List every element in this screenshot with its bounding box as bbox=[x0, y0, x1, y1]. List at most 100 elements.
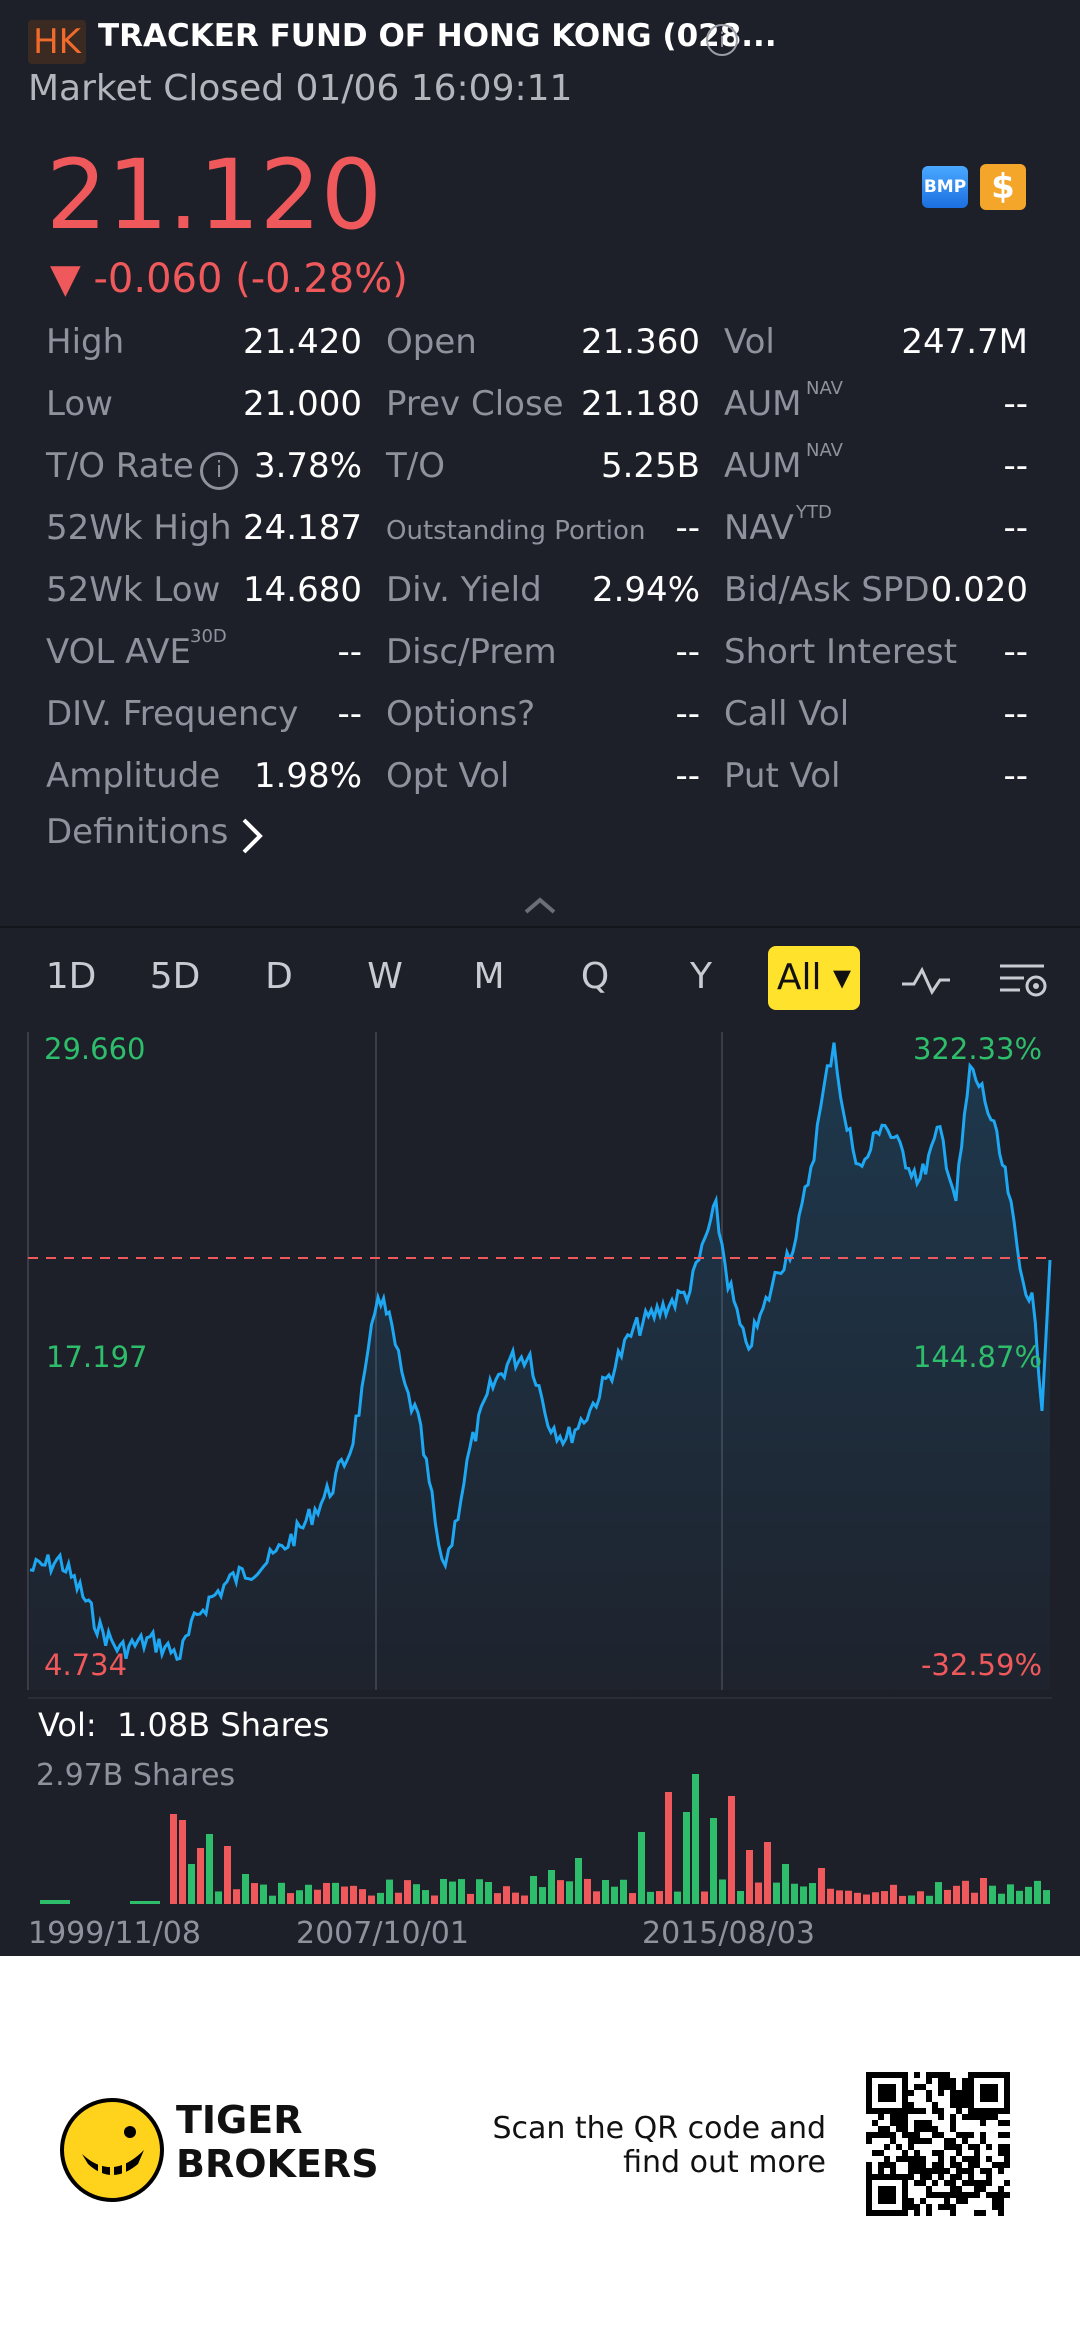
chevron-up-icon[interactable] bbox=[520, 894, 560, 918]
volume-bar bbox=[998, 1893, 1005, 1904]
tab-all[interactable]: All ▾ bbox=[768, 946, 860, 1010]
stat-value: 21.360 bbox=[581, 322, 700, 362]
stat-label-superscript: NAV bbox=[806, 440, 843, 461]
stat-value: 24.187 bbox=[243, 508, 362, 548]
stat-value: -- bbox=[1003, 756, 1028, 796]
stat-value: 21.420 bbox=[243, 322, 362, 362]
date-label: 2007/10/01 bbox=[296, 1916, 469, 1951]
volume-bar bbox=[260, 1884, 267, 1904]
stat-label: Low bbox=[46, 384, 113, 424]
volume-bar bbox=[485, 1882, 492, 1904]
stat-value: -- bbox=[675, 508, 700, 548]
bmp-icon[interactable]: BMP bbox=[922, 166, 968, 208]
volume-bar bbox=[1043, 1890, 1050, 1904]
volume-bar bbox=[287, 1893, 294, 1904]
qr-code bbox=[866, 2072, 1010, 2216]
stat-label-superscript: YTD bbox=[796, 502, 832, 523]
stock-title: TRACKER FUND OF HONG KONG (028... bbox=[98, 18, 777, 54]
info-icon[interactable]: i bbox=[706, 24, 738, 56]
axis-left-bottom: 4.734 bbox=[44, 1648, 128, 1682]
stats-row: Amplitude 1.98% Opt Vol -- Put Vol -- bbox=[0, 756, 1080, 812]
tab-5d[interactable]: 5D bbox=[149, 956, 201, 997]
stat-label: Prev Close bbox=[386, 384, 564, 424]
volume-bar bbox=[557, 1880, 564, 1904]
volume-bar bbox=[899, 1895, 906, 1904]
stat-label: DIV. Frequency bbox=[46, 694, 299, 734]
price-line bbox=[29, 1042, 1052, 1662]
stat-label: Bid/Ask SPD bbox=[724, 570, 930, 610]
volume-bar bbox=[935, 1882, 942, 1904]
volume-bar bbox=[539, 1887, 546, 1904]
volume-bar bbox=[575, 1858, 582, 1904]
stat-value: -- bbox=[1003, 632, 1028, 672]
volume-bar bbox=[530, 1876, 537, 1904]
stat-value: -- bbox=[675, 756, 700, 796]
tab-d[interactable]: D bbox=[265, 956, 293, 997]
stat-label: Vol bbox=[724, 322, 775, 362]
tab-1d[interactable]: 1D bbox=[45, 956, 97, 997]
chart-settings-icon[interactable] bbox=[996, 954, 1052, 1006]
stats-row: Low 21.000 Prev Close 21.180 AUM NAV -- bbox=[0, 378, 1080, 440]
volume-bar bbox=[854, 1892, 861, 1904]
stat-value: -- bbox=[337, 632, 362, 672]
stat-value: -- bbox=[337, 694, 362, 734]
volume-bar bbox=[719, 1879, 726, 1904]
volume-bar bbox=[242, 1874, 249, 1904]
stat-label: Put Vol bbox=[724, 756, 841, 796]
volume-bar bbox=[773, 1882, 780, 1904]
volume-bar bbox=[521, 1895, 528, 1904]
stats-row: T/O Rate i 3.78% T/O 5.25B AUM NAV -- bbox=[0, 440, 1080, 502]
tab-m[interactable]: M bbox=[473, 956, 505, 997]
chevron-right-icon[interactable] bbox=[234, 806, 270, 866]
volume-bar bbox=[962, 1880, 969, 1904]
stat-label: AUM bbox=[724, 384, 802, 424]
volume-bar bbox=[130, 1901, 160, 1904]
volume-bar bbox=[971, 1892, 978, 1904]
tab-y[interactable]: Y bbox=[690, 956, 712, 997]
volume-bar bbox=[620, 1879, 627, 1904]
volume-bar bbox=[953, 1885, 960, 1904]
stats-row: High 21.420 Open 21.360 Vol 247.7M bbox=[0, 322, 1080, 378]
stat-label: 52Wk Low bbox=[46, 570, 221, 610]
volume-bar bbox=[683, 1812, 690, 1904]
dollar-icon[interactable]: $ bbox=[980, 164, 1026, 210]
volume-bar bbox=[872, 1892, 879, 1904]
volume-bar bbox=[359, 1889, 366, 1904]
volume-bar bbox=[692, 1774, 699, 1904]
volume-bar bbox=[944, 1889, 951, 1904]
tab-w[interactable]: W bbox=[367, 956, 403, 997]
volume-bar bbox=[224, 1846, 231, 1904]
definitions-link[interactable]: Definitions bbox=[46, 812, 229, 852]
volume-bar bbox=[593, 1891, 600, 1904]
volume-bar bbox=[269, 1895, 276, 1904]
volume-bar bbox=[647, 1891, 654, 1904]
stat-label: Opt Vol bbox=[386, 756, 510, 796]
volume-bar bbox=[476, 1879, 483, 1904]
axis-left-mid: 17.197 bbox=[46, 1340, 148, 1374]
stat-value: -- bbox=[1003, 694, 1028, 734]
volume-bar bbox=[413, 1884, 420, 1904]
volume-max-label: 2.97B Shares bbox=[36, 1758, 236, 1793]
volume-bar bbox=[584, 1878, 591, 1904]
volume-bar bbox=[908, 1895, 915, 1904]
brand-name: TIGER BROKERS bbox=[176, 2098, 379, 2186]
tab-q[interactable]: Q bbox=[580, 956, 610, 997]
volume-bar bbox=[395, 1892, 402, 1904]
volume-bar bbox=[809, 1883, 816, 1904]
divider bbox=[0, 926, 1080, 928]
volume-bar bbox=[548, 1870, 555, 1904]
volume-bar bbox=[764, 1842, 771, 1904]
price-chart[interactable] bbox=[0, 1030, 1080, 2030]
volume-bar bbox=[782, 1864, 789, 1904]
info-icon[interactable]: i bbox=[200, 452, 238, 490]
volume-bar bbox=[1016, 1890, 1023, 1904]
stat-value: 247.7M bbox=[901, 322, 1028, 362]
volume-readout: Vol: 1.08B Shares bbox=[38, 1706, 330, 1744]
volume-bar bbox=[602, 1880, 609, 1904]
stats-row: VOL AVE 30D -- Disc/Prem -- Short Interest -- bbox=[0, 626, 1080, 688]
volume-bar bbox=[845, 1890, 852, 1904]
volume-bar bbox=[656, 1891, 663, 1904]
axis-right-top: 322.33% bbox=[912, 1032, 1042, 1066]
indicator-icon[interactable] bbox=[898, 954, 954, 1006]
volume-bar bbox=[629, 1893, 636, 1904]
